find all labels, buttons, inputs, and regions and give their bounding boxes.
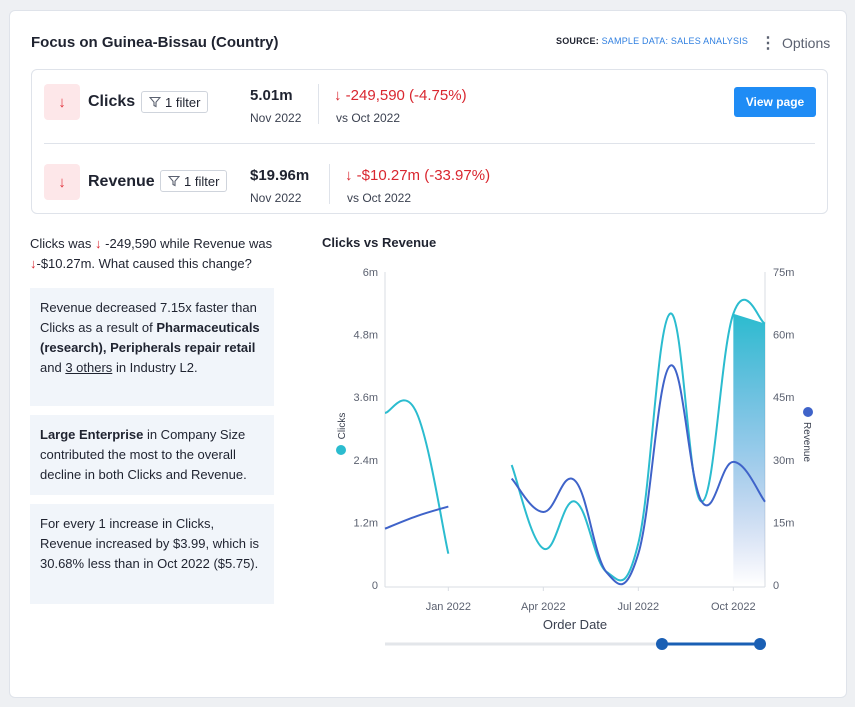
insight-highlight: Peripherals repair retail	[110, 340, 256, 355]
metric-value: $19.96m	[250, 167, 310, 184]
filter-icon	[149, 96, 161, 108]
y-right-tick-label: 30m	[773, 455, 794, 467]
y-left-tick-label: 1.2m	[354, 517, 378, 529]
date-range-slider[interactable]	[385, 638, 766, 650]
page-title: Focus on Guinea-Bissau (Country)	[31, 34, 279, 51]
filter-icon	[168, 175, 180, 187]
revenue-legend-dot	[803, 407, 813, 417]
clicks-line	[510, 298, 766, 582]
delta-text: -$10.27m (-33.97%)	[356, 167, 491, 184]
down-arrow-icon: ↓	[95, 236, 102, 251]
insight-highlight: Pharmaceuticals (research)	[40, 320, 260, 355]
metric-delta: ↓ -249,590 (-4.75%)	[334, 87, 467, 104]
metric-value: 5.01m	[250, 87, 293, 104]
insight-text: in Company Size contributed the most to …	[40, 427, 247, 482]
metric-compare: vs Oct 2022	[336, 111, 401, 125]
insight-text: Revenue decreased 7.15x faster than Clic…	[40, 300, 257, 335]
clicks-line	[384, 399, 450, 554]
x-axis-label: Order Date	[543, 617, 607, 632]
metric-row-clicks: ↓ Clicks 1 filter 5.01m Nov 2022 ↓ -249,…	[32, 70, 827, 140]
insight-card: Revenue decreased 7.15x faster than Clic…	[30, 288, 274, 406]
insight-text: and	[40, 360, 62, 375]
slider-handle-start[interactable]	[656, 638, 668, 650]
filter-label: 1 filter	[184, 173, 220, 189]
insight-highlight: Large Enterprise	[40, 427, 144, 442]
x-tick-label: Jul 2022	[618, 601, 660, 613]
view-page-button[interactable]: View page	[734, 87, 816, 117]
question-text: Clicks was ↓ -249,590 while Revenue was …	[30, 234, 282, 274]
metrics-panel: ↓ Clicks 1 filter 5.01m Nov 2022 ↓ -249,…	[31, 69, 828, 214]
revenue-line	[384, 505, 449, 530]
y-left-tick-label: 2.4m	[354, 455, 378, 467]
source-link[interactable]: SAMPLE DATA: SALES ANALYSIS	[601, 36, 749, 46]
source-label: SOURCE: SAMPLE DATA: SALES ANALYSIS	[556, 36, 748, 46]
insight-card: Large Enterprise in Company Size contrib…	[30, 415, 274, 495]
metric-name: Clicks	[88, 93, 136, 110]
x-tick-label: Oct 2022	[711, 601, 756, 613]
x-tick-label: Jan 2022	[426, 601, 471, 613]
slider-handle-end[interactable]	[754, 638, 766, 650]
question-value: -249,590	[105, 236, 157, 251]
chart-title: Clicks vs Revenue	[322, 235, 437, 250]
metric-period: Nov 2022	[250, 111, 302, 125]
question-value: -$10.27m	[36, 256, 92, 271]
options-label: Options	[782, 35, 831, 51]
metric-divider	[318, 84, 319, 124]
question-part: . What caused this change?	[91, 256, 252, 271]
insight-comma: ,	[102, 340, 107, 355]
row-divider	[44, 143, 815, 144]
question-part: Clicks was	[30, 236, 92, 251]
insight-card: For every 1 increase in Clicks, Revenue …	[30, 504, 274, 604]
down-arrow-icon: ↓	[44, 84, 80, 120]
filter-button[interactable]: 1 filter	[160, 170, 228, 192]
insight-text: For every 1 increase in Clicks, Revenue …	[40, 516, 259, 571]
down-arrow-icon: ↓	[30, 256, 37, 271]
metric-delta: ↓ -$10.27m (-33.97%)	[345, 167, 491, 184]
options-button[interactable]: ⋮ Options	[760, 33, 830, 53]
clicks-axis-label: Clicks	[337, 413, 348, 440]
y-left-tick-label: 6m	[363, 267, 378, 279]
revenue-axis-label: Revenue	[801, 422, 812, 462]
metric-name: Revenue	[88, 173, 155, 190]
y-left-tick-label: 3.6m	[354, 392, 378, 404]
metric-divider	[329, 164, 330, 204]
y-right-tick-label: 45m	[773, 392, 794, 404]
y-right-tick-label: 60m	[773, 330, 794, 342]
question-part: while Revenue was	[160, 236, 273, 251]
source-prefix: SOURCE:	[556, 36, 599, 46]
y-right-tick-label: 0	[773, 580, 779, 592]
filter-button[interactable]: 1 filter	[141, 91, 209, 113]
y-left-tick-label: 0	[372, 580, 378, 592]
others-link[interactable]: 3 others	[65, 360, 113, 375]
y-right-tick-label: 75m	[773, 267, 794, 279]
clicks-legend-dot	[336, 445, 346, 455]
insight-text: in Industry L2.	[115, 360, 198, 375]
y-left-tick-label: 4.8m	[354, 330, 378, 342]
kebab-icon: ⋮	[760, 35, 776, 52]
revenue-line	[510, 364, 766, 586]
x-tick-label: Apr 2022	[521, 601, 566, 613]
y-right-tick-label: 15m	[773, 517, 794, 529]
clicks-vs-revenue-chart: 0 1.2m 2.4m 3.6m 4.8m 6m 0 15m 30m 45m 60m 75m Jan 2…	[336, 267, 813, 650]
metric-compare: vs Oct 2022	[347, 191, 412, 205]
metric-period: Nov 2022	[250, 191, 302, 205]
down-arrow-icon: ↓	[44, 164, 80, 200]
delta-text: -249,590 (-4.75%)	[345, 87, 467, 104]
filter-label: 1 filter	[165, 94, 201, 110]
metric-row-revenue: ↓ Revenue 1 filter $19.96m Nov 2022 ↓ -$…	[32, 150, 827, 220]
change-highlight-area	[733, 313, 765, 585]
